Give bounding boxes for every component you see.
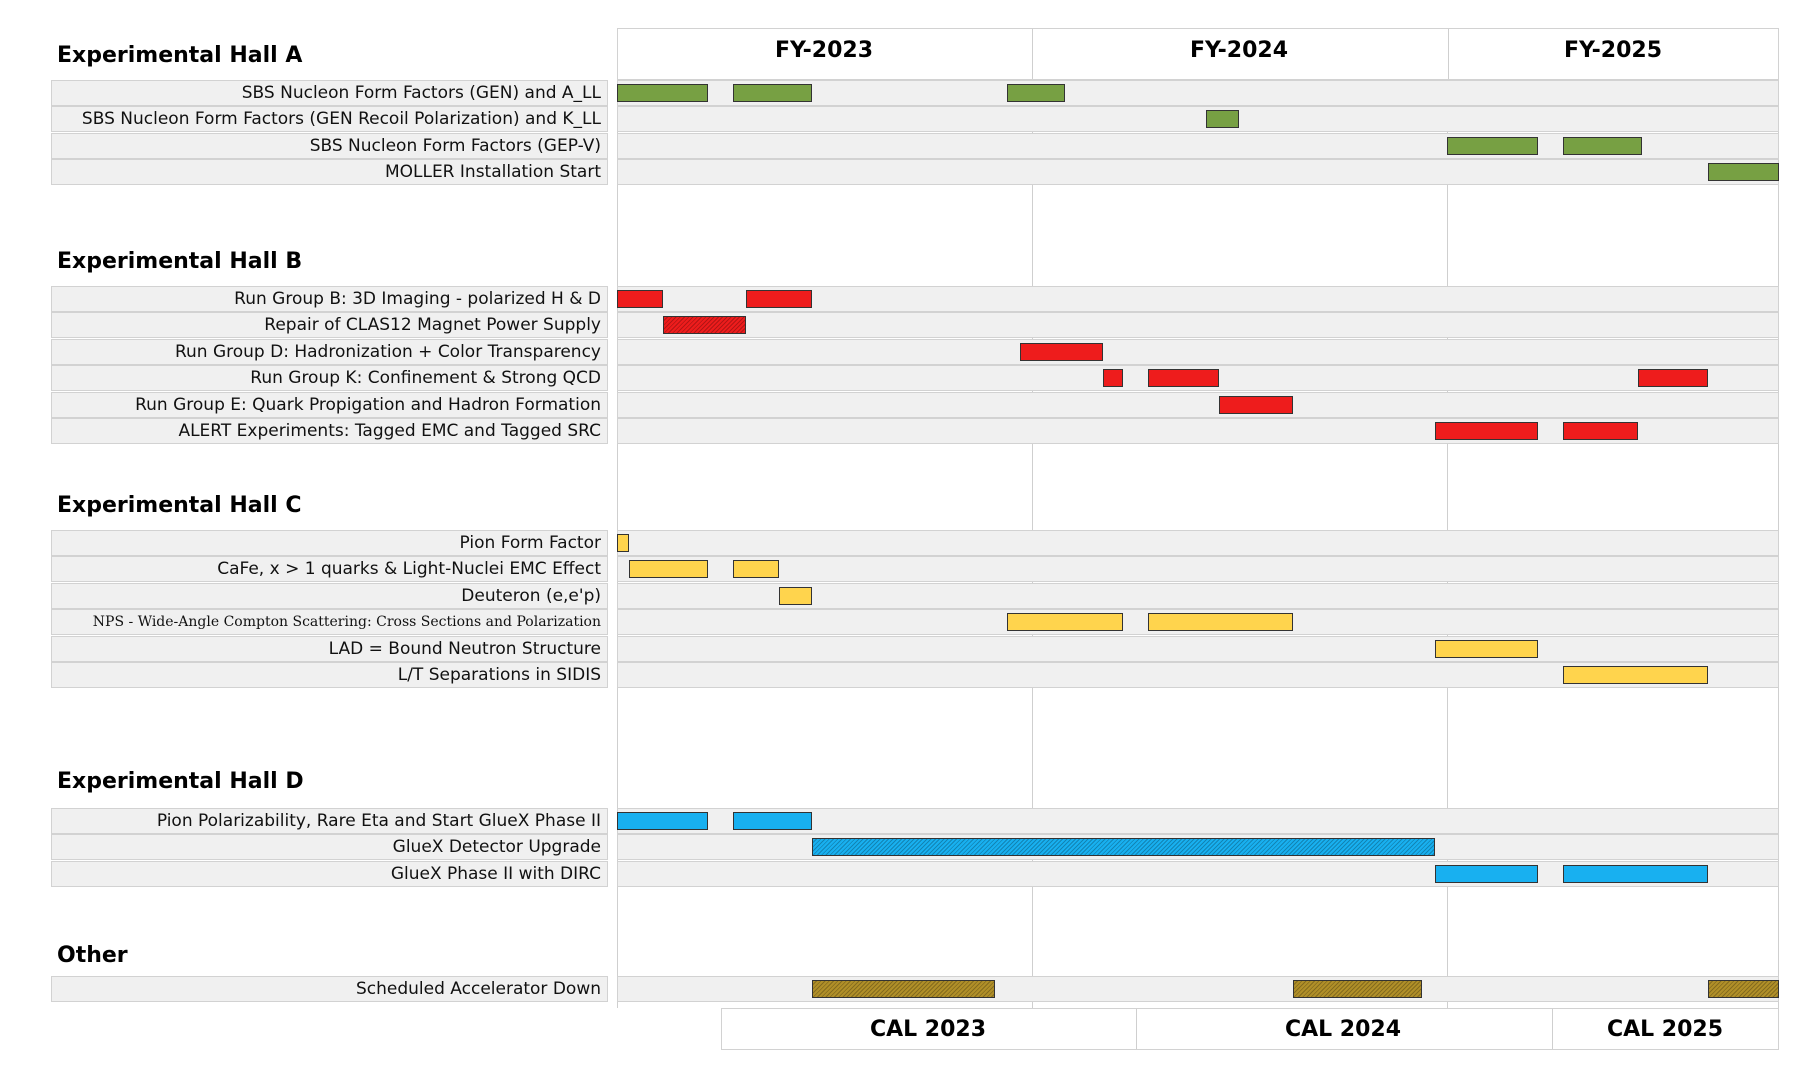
- task-bar: [662, 316, 746, 335]
- task-label-row: LAD = Bound Neutron Structure: [51, 635, 608, 662]
- task-bar: [1563, 422, 1638, 440]
- task-bar: [778, 586, 813, 605]
- task-label-row: NPS - Wide-Angle Compton Scattering: Cro…: [51, 609, 608, 636]
- task-label-row: Run Group K: Confinement & Strong QCD: [51, 365, 608, 392]
- task-label-row: GlueX Detector Upgrade: [51, 834, 608, 861]
- task-track: [617, 106, 1779, 133]
- task-label: Run Group B: 3D Imaging - polarized H & …: [234, 289, 601, 309]
- task-label: CaFe, x > 1 quarks & Light-Nuclei EMC Ef…: [217, 559, 601, 580]
- task-bar: [1019, 342, 1103, 361]
- task-label: SBS Nucleon Form Factors (GEN) and A_LL: [241, 83, 601, 103]
- task-track: [617, 976, 1779, 1002]
- task-bar: [812, 838, 1435, 857]
- task-bar: [1206, 110, 1240, 129]
- task-label: MOLLER Installation Start: [384, 162, 601, 183]
- task-label-row: SBS Nucleon Form Factors (GEP-V): [51, 132, 608, 159]
- task-track: [617, 338, 1779, 365]
- task-bar: [733, 560, 779, 579]
- task-label-row: MOLLER Installation Start: [51, 159, 608, 186]
- task-bar: [1434, 422, 1539, 440]
- task-label: Scheduled Accelerator Down: [355, 979, 601, 999]
- task-bar: [1102, 369, 1124, 388]
- cal-footer: [721, 1008, 1779, 1050]
- task-bar: [1563, 666, 1709, 684]
- task-label-row: CaFe, x > 1 quarks & Light-Nuclei EMC Ef…: [51, 556, 608, 583]
- task-label-row: Pion Form Factor: [51, 530, 608, 556]
- task-label: Deuteron (e,e'p): [461, 585, 601, 606]
- task-label-row: Deuteron (e,e'p): [51, 582, 608, 609]
- task-label-row: SBS Nucleon Form Factors (GEN) and A_LL: [51, 80, 608, 106]
- section-title-experimental-hall-c: Experimental Hall C: [57, 493, 302, 518]
- section-title-experimental-hall-b: Experimental Hall B: [57, 249, 303, 274]
- task-label-row: Run Group B: 3D Imaging - polarized H & …: [51, 286, 608, 312]
- task-label: GlueX Detector Upgrade: [392, 837, 601, 858]
- task-label: Run Group E: Quark Propigation and Hadro…: [135, 394, 601, 415]
- task-label-row: Pion Polarizability, Rare Eta and Start …: [51, 808, 608, 834]
- task-bar: [1563, 864, 1709, 883]
- task-bar: [1218, 395, 1294, 414]
- cal-2025-label: CAL 2025: [1606, 1017, 1724, 1042]
- task-track: [617, 159, 1779, 186]
- task-label: GlueX Phase II with DIRC: [390, 863, 601, 884]
- task-label-row: SBS Nucleon Form Factors (GEN Recoil Pol…: [51, 106, 608, 133]
- section-title-experimental-hall-d: Experimental Hall D: [57, 769, 304, 794]
- task-bar: [617, 84, 709, 102]
- task-bar: [1148, 369, 1219, 388]
- task-label-row: Scheduled Accelerator Down: [51, 976, 608, 1002]
- task-label-row: Repair of CLAS12 Magnet Power Supply: [51, 312, 608, 339]
- task-bar: [733, 812, 813, 830]
- fy-header: [617, 28, 1779, 80]
- task-label: Run Group D: Hadronization + Color Trans…: [174, 341, 601, 362]
- task-bar: [1637, 369, 1709, 388]
- fy-2024-label: FY-2024: [1189, 38, 1289, 63]
- task-bar: [1007, 84, 1066, 102]
- task-label-row: Run Group D: Hadronization + Color Trans…: [51, 338, 608, 365]
- section-title-experimental-hall-a: Experimental Hall A: [57, 43, 303, 68]
- task-bar: [617, 290, 663, 308]
- task-label-row: GlueX Phase II with DIRC: [51, 860, 608, 887]
- task-bar: [1708, 163, 1779, 182]
- task-track: [617, 391, 1779, 418]
- cal-2023-label: CAL 2023: [869, 1017, 987, 1042]
- task-label: Run Group K: Confinement & Strong QCD: [250, 368, 601, 389]
- task-label: L/T Separations in SIDIS: [397, 665, 601, 685]
- task-label: Pion Polarizability, Rare Eta and Start …: [156, 811, 601, 831]
- task-bar: [1434, 639, 1539, 658]
- task-track: [617, 556, 1779, 583]
- task-bar: [1447, 136, 1539, 155]
- task-bar: [812, 980, 995, 998]
- task-bar: [745, 290, 813, 308]
- task-bar: [629, 560, 709, 579]
- task-track: [617, 530, 1779, 556]
- task-label: SBS Nucleon Form Factors (GEP-V): [309, 135, 601, 156]
- task-bar: [733, 84, 813, 102]
- task-label: Pion Form Factor: [459, 533, 601, 553]
- task-bar: [1007, 613, 1124, 632]
- task-track: [617, 312, 1779, 339]
- task-bar: [1434, 864, 1539, 883]
- task-bar: [617, 534, 630, 552]
- cal-2024-label: CAL 2024: [1284, 1017, 1402, 1042]
- fy-2023-label: FY-2023: [774, 38, 874, 63]
- task-label: NPS - Wide-Angle Compton Scattering: Cro…: [92, 614, 601, 631]
- section-title-other: Other: [57, 943, 128, 968]
- task-track: [617, 635, 1779, 662]
- task-label-row: ALERT Experiments: Tagged EMC and Tagged…: [51, 418, 608, 444]
- task-bar: [1148, 613, 1294, 632]
- task-label: ALERT Experiments: Tagged EMC and Tagged…: [178, 421, 601, 441]
- task-label-row: Run Group E: Quark Propigation and Hadro…: [51, 391, 608, 418]
- task-label: LAD = Bound Neutron Structure: [328, 638, 601, 659]
- task-bar: [617, 812, 709, 830]
- task-label: Repair of CLAS12 Magnet Power Supply: [264, 315, 601, 336]
- task-bar: [1563, 136, 1643, 155]
- task-bar: [1708, 980, 1779, 998]
- fy-2025-label: FY-2025: [1563, 38, 1663, 63]
- task-label: SBS Nucleon Form Factors (GEN Recoil Pol…: [81, 109, 601, 130]
- task-label-row: L/T Separations in SIDIS: [51, 662, 608, 688]
- task-bar: [1293, 980, 1423, 998]
